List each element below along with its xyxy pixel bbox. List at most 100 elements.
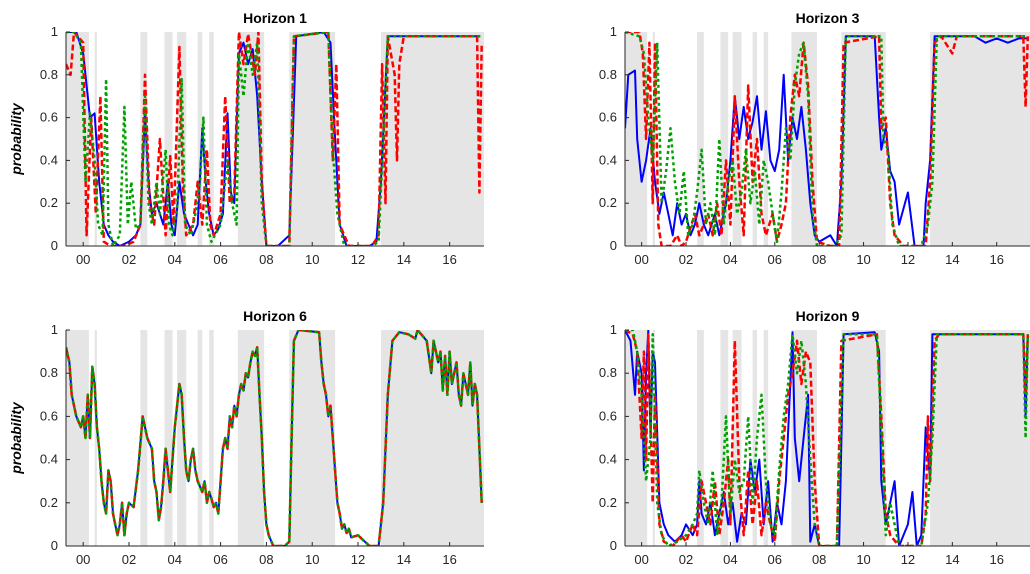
recession-band bbox=[752, 32, 758, 246]
y-tick-label: 0.6 bbox=[40, 408, 58, 423]
y-tick-label: 0 bbox=[51, 538, 58, 553]
y-tick-label: 1 bbox=[51, 24, 58, 39]
y-tick-label: 0.6 bbox=[40, 110, 58, 125]
chart-title: Horizon 6 bbox=[243, 308, 307, 324]
y-tick-label: 0 bbox=[610, 238, 617, 253]
x-tick-label: 16 bbox=[989, 552, 1003, 567]
x-tick-label: 06 bbox=[213, 552, 227, 567]
x-tick-label: 00 bbox=[634, 552, 648, 567]
y-tick-label: 0.8 bbox=[40, 67, 58, 82]
recession-band bbox=[625, 32, 648, 246]
x-tick-label: 02 bbox=[679, 552, 693, 567]
x-tick-label: 16 bbox=[989, 252, 1003, 267]
x-tick-label: 12 bbox=[351, 252, 365, 267]
series-group bbox=[66, 330, 483, 546]
x-tick-label: 04 bbox=[168, 552, 182, 567]
y-tick-label: 0.8 bbox=[599, 365, 617, 380]
y-tick-label: 0 bbox=[610, 538, 617, 553]
x-tick-label: 04 bbox=[723, 552, 737, 567]
series-line-1 bbox=[625, 35, 1028, 246]
chart-title: Horizon 1 bbox=[243, 10, 307, 26]
x-tick-label: 08 bbox=[259, 252, 273, 267]
x-tick-label: 12 bbox=[901, 252, 915, 267]
y-tick-label: 1 bbox=[610, 24, 617, 39]
chart-title: Horizon 9 bbox=[796, 308, 860, 324]
y-tick-label: 0.2 bbox=[40, 495, 58, 510]
x-tick-label: 16 bbox=[442, 252, 456, 267]
x-tick-label: 10 bbox=[305, 252, 319, 267]
y-tick-label: 0.6 bbox=[599, 408, 617, 423]
recession-band bbox=[164, 32, 173, 246]
series-line-3 bbox=[625, 32, 1028, 246]
recession-band bbox=[94, 330, 97, 546]
chart-panel-3: 00 02 04 06 08 10 12 14 16 0 0.2 0.4 0.6 0.8 1 Horizon … bbox=[8, 308, 484, 567]
x-tick-label: 14 bbox=[945, 252, 959, 267]
series-line-2 bbox=[66, 32, 483, 246]
y-tick-label: 0.8 bbox=[40, 365, 58, 380]
x-tick-label: 14 bbox=[397, 252, 411, 267]
recession-band bbox=[697, 330, 704, 546]
series-line-3 bbox=[66, 330, 483, 546]
y-tick-label: 0 bbox=[51, 238, 58, 253]
chart-panel-4: 00 02 04 06 08 10 12 14 16 0 0.2 0.4 0.6 0.8 1 Horizon … bbox=[599, 308, 1030, 567]
series-group bbox=[625, 330, 1030, 546]
recession-band bbox=[841, 32, 886, 246]
series-group bbox=[625, 32, 1030, 246]
recession-band bbox=[289, 330, 336, 546]
y-tick-label: 0.4 bbox=[40, 452, 58, 467]
recession-band bbox=[197, 32, 203, 246]
series-line-2 bbox=[625, 32, 1030, 246]
y-tick-label: 0.2 bbox=[40, 195, 58, 210]
series-line-2 bbox=[625, 330, 1030, 546]
x-tick-label: 10 bbox=[856, 252, 870, 267]
x-tick-label: 10 bbox=[305, 552, 319, 567]
x-tick-label: 04 bbox=[723, 252, 737, 267]
x-tick-label: 12 bbox=[351, 552, 365, 567]
recession-band bbox=[930, 330, 1030, 546]
x-tick-label: 08 bbox=[812, 252, 826, 267]
recession-band bbox=[720, 32, 729, 246]
x-tick-label: 06 bbox=[213, 252, 227, 267]
x-tick-label: 02 bbox=[122, 252, 136, 267]
y-tick-label: 0.2 bbox=[599, 195, 617, 210]
y-axis-label: probability bbox=[8, 102, 24, 176]
recession-band bbox=[209, 32, 214, 246]
x-tick-label: 00 bbox=[76, 552, 90, 567]
recession-band bbox=[752, 330, 758, 546]
y-tick-label: 1 bbox=[51, 322, 58, 337]
recession-band bbox=[209, 330, 214, 546]
recession-band bbox=[164, 330, 173, 546]
x-tick-label: 08 bbox=[259, 552, 273, 567]
recession-band bbox=[177, 32, 187, 246]
recession-band bbox=[177, 330, 187, 546]
x-tick-label: 16 bbox=[442, 552, 456, 567]
recession-band bbox=[930, 32, 1030, 246]
series-group bbox=[66, 32, 483, 246]
recession-band bbox=[289, 32, 336, 246]
chart-title: Horizon 3 bbox=[796, 10, 860, 26]
x-tick-label: 02 bbox=[679, 252, 693, 267]
y-tick-label: 0.4 bbox=[599, 452, 617, 467]
y-tick-label: 0.4 bbox=[599, 152, 617, 167]
x-tick-label: 12 bbox=[901, 552, 915, 567]
x-tick-label: 00 bbox=[634, 252, 648, 267]
chart-panel-2: 00 02 04 06 08 10 12 14 16 0 0.2 0.4 0.6 0.8 1 Horizon … bbox=[599, 10, 1030, 267]
x-tick-label: 06 bbox=[768, 252, 782, 267]
x-tick-label: 04 bbox=[168, 252, 182, 267]
recession-band bbox=[763, 330, 769, 546]
series-line-1 bbox=[625, 330, 1029, 546]
x-tick-label: 06 bbox=[768, 552, 782, 567]
x-tick-label: 10 bbox=[856, 552, 870, 567]
x-tick-label: 02 bbox=[122, 552, 136, 567]
recession-band bbox=[720, 330, 729, 546]
y-tick-label: 0.8 bbox=[599, 67, 617, 82]
y-tick-label: 1 bbox=[610, 322, 617, 337]
chart-panel-1: 00 02 04 06 08 10 12 14 16 0 0.2 0.4 0.6 0.8 1 Horizon … bbox=[8, 10, 484, 267]
x-tick-label: 00 bbox=[76, 252, 90, 267]
series-line-3 bbox=[66, 32, 482, 246]
recession-band bbox=[697, 32, 704, 246]
x-tick-label: 14 bbox=[397, 552, 411, 567]
y-tick-label: 0.6 bbox=[599, 110, 617, 125]
x-tick-label: 14 bbox=[945, 552, 959, 567]
